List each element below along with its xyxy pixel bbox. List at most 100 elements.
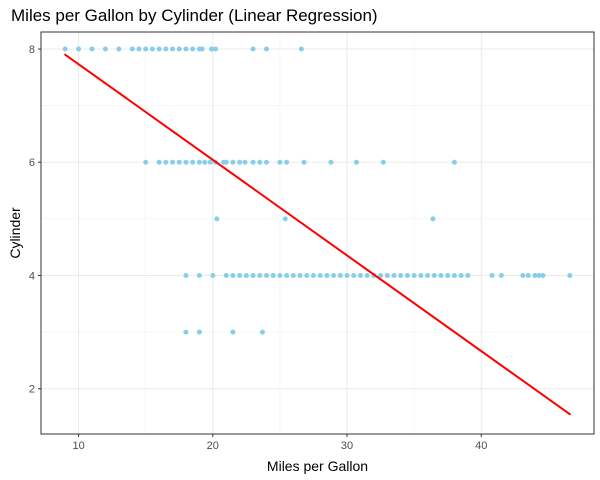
data-point [237,272,243,278]
data-point [277,159,283,165]
data-point [257,159,263,165]
data-point [353,159,359,165]
data-point [380,159,386,165]
data-point [525,272,531,278]
data-point [418,272,424,278]
data-point [212,46,218,52]
data-point [324,272,330,278]
data-point [331,272,337,278]
data-point [163,46,169,52]
data-point [183,159,189,165]
plot-panel [41,32,594,434]
x-axis-title: Miles per Gallon [267,458,368,474]
data-point [242,159,248,165]
data-point [310,272,316,278]
data-point [176,46,182,52]
data-point [250,272,256,278]
data-point [270,272,276,278]
x-tick-label: 30 [341,440,353,452]
data-point [344,272,350,278]
y-axis-ticks: 2 4 6 8 [29,44,41,396]
data-point [207,159,213,165]
data-point [411,272,417,278]
data-point [89,46,95,52]
data-point [62,46,68,52]
data-point [438,272,444,278]
y-tick-label: 2 [29,384,35,396]
data-point [290,272,296,278]
data-point [277,272,283,278]
data-point [136,46,142,52]
y-tick-label: 8 [29,44,35,56]
data-point [351,272,357,278]
data-point [328,159,334,165]
x-tick-label: 10 [72,440,84,452]
data-point [250,46,256,52]
data-points [62,46,573,335]
y-tick-label: 6 [29,157,35,169]
data-point [183,272,189,278]
y-tick-label: 4 [29,270,35,282]
data-point [190,159,196,165]
data-point [143,159,149,165]
data-point [451,272,457,278]
y-axis-title: Cylinder [7,207,23,259]
data-point [163,159,169,165]
data-point [398,272,404,278]
data-point [567,272,573,278]
data-point [263,159,269,165]
data-point [451,159,457,165]
data-point [116,46,122,52]
data-point [183,46,189,52]
data-point [102,46,108,52]
data-point [520,272,526,278]
data-point [404,272,410,278]
data-point [540,272,546,278]
data-point [156,159,162,165]
x-tick-label: 20 [207,440,219,452]
x-axis-ticks: 10 20 30 40 [72,434,487,452]
data-point [284,272,290,278]
data-point [304,272,310,278]
data-point [431,272,437,278]
chart-title: Miles per Gallon by Cylinder (Linear Reg… [11,6,378,25]
data-point [243,272,249,278]
data-point [230,272,236,278]
data-point [149,46,155,52]
x-tick-label: 40 [475,440,487,452]
data-point [384,272,390,278]
regression-line [64,53,571,416]
data-point [489,272,495,278]
data-point [263,272,269,278]
data-point [391,272,397,278]
data-point [208,46,214,52]
data-point [297,272,303,278]
data-point [202,159,208,165]
data-point [190,46,196,52]
data-point [237,159,243,165]
data-point [196,159,202,165]
data-point [284,159,290,165]
data-point [183,329,189,335]
data-point [170,46,176,52]
data-point [76,46,82,52]
data-point [425,272,431,278]
data-point [263,46,269,52]
data-point [257,272,263,278]
data-point [259,329,265,335]
data-point [196,329,202,335]
data-point [458,272,464,278]
data-point [223,272,229,278]
regression-line-layer [64,53,571,416]
data-point [498,272,504,278]
data-point [214,216,220,222]
data-point [357,272,363,278]
data-point [337,272,343,278]
data-point [378,272,384,278]
data-point [536,272,542,278]
data-point [445,272,451,278]
data-point [176,159,182,165]
data-point [223,159,229,165]
data-point [156,46,162,52]
